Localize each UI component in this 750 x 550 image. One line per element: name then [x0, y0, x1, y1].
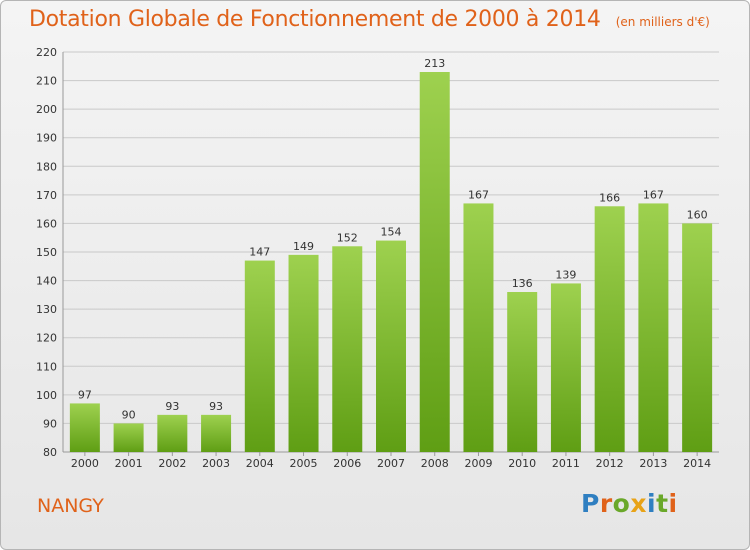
- x-tick-label: 2000: [71, 457, 99, 470]
- y-tick-label: 190: [36, 132, 57, 145]
- logo-letter: i: [647, 489, 657, 518]
- bar-2008[interactable]: [419, 72, 450, 452]
- data-label: 93: [209, 400, 223, 413]
- chart-subtitle: (en milliers d'€): [615, 15, 710, 29]
- logo-letter: o: [612, 489, 631, 518]
- data-label: 147: [249, 246, 270, 259]
- y-tick-label: 220: [36, 46, 57, 59]
- bar-2011[interactable]: [550, 283, 581, 452]
- bar-2009[interactable]: [463, 203, 494, 452]
- data-label: 97: [78, 388, 92, 401]
- x-tick-label: 2011: [552, 457, 580, 470]
- bar-2013[interactable]: [638, 203, 669, 452]
- labels-layer: 80 90 100 110 120 130 140 150 160 170 180 190 200 210…: [36, 46, 711, 470]
- x-tick-label: 2002: [158, 457, 186, 470]
- y-tick-label: 200: [36, 103, 57, 116]
- logo-letter: P: [581, 489, 600, 518]
- bars-layer: [69, 72, 713, 452]
- chart-title: Dotation Globale de Fonctionnement de 20…: [29, 7, 601, 32]
- logo-letter: x: [630, 489, 647, 518]
- bar-2014[interactable]: [682, 223, 713, 452]
- y-tick-label: 160: [36, 217, 57, 230]
- bar-2002[interactable]: [157, 414, 188, 452]
- data-label: 213: [424, 57, 445, 70]
- bar-2012[interactable]: [594, 206, 625, 452]
- y-tick-label: 180: [36, 160, 57, 173]
- x-tick-label: 2007: [377, 457, 405, 470]
- data-label: 167: [643, 188, 664, 201]
- data-label: 149: [293, 240, 314, 253]
- title-row: Dotation Globale de Fonctionnement de 20…: [29, 7, 710, 32]
- data-label: 152: [337, 231, 358, 244]
- bar-2006[interactable]: [332, 246, 363, 452]
- y-tick-label: 140: [36, 275, 57, 288]
- logo-letter: r: [599, 489, 613, 518]
- x-tick-label: 2009: [464, 457, 492, 470]
- x-tick-label: 2010: [508, 457, 536, 470]
- data-label: 167: [468, 188, 489, 201]
- bar-2000[interactable]: [69, 403, 100, 452]
- commune-name: NANGY: [37, 495, 104, 517]
- logo-letter: t: [656, 489, 669, 518]
- y-tick-label: 80: [43, 446, 57, 459]
- proxiti-logo[interactable]: Proxiti: [581, 489, 678, 518]
- data-label: 90: [122, 408, 136, 421]
- x-tick-label: 2008: [421, 457, 449, 470]
- x-tick-label: 2001: [115, 457, 143, 470]
- bar-2005[interactable]: [288, 254, 319, 452]
- bar-2001[interactable]: [113, 423, 144, 452]
- data-label: 93: [165, 400, 179, 413]
- x-tick-label: 2005: [290, 457, 318, 470]
- bar-2007[interactable]: [376, 240, 406, 452]
- y-tick-label: 90: [43, 417, 57, 430]
- x-tick-label: 2006: [333, 457, 361, 470]
- x-tick-label: 2013: [639, 457, 667, 470]
- data-label: 166: [599, 191, 620, 204]
- logo-letter: i: [668, 489, 678, 518]
- bar-2010[interactable]: [507, 292, 538, 452]
- data-label: 139: [555, 268, 576, 281]
- x-tick-label: 2014: [683, 457, 711, 470]
- y-tick-label: 210: [36, 75, 57, 88]
- y-tick-label: 170: [36, 189, 57, 202]
- data-label: 136: [512, 277, 533, 290]
- y-tick-label: 150: [36, 246, 57, 259]
- bar-2003[interactable]: [201, 414, 232, 452]
- y-tick-label: 120: [36, 332, 57, 345]
- x-tick-label: 2003: [202, 457, 230, 470]
- data-label: 160: [687, 208, 708, 221]
- x-tick-label: 2012: [596, 457, 624, 470]
- y-tick-label: 110: [36, 360, 57, 373]
- y-tick-label: 130: [36, 303, 57, 316]
- data-label: 154: [381, 226, 402, 239]
- x-tick-label: 2004: [246, 457, 274, 470]
- bar-2004[interactable]: [244, 260, 275, 452]
- y-tick-label: 100: [36, 389, 57, 402]
